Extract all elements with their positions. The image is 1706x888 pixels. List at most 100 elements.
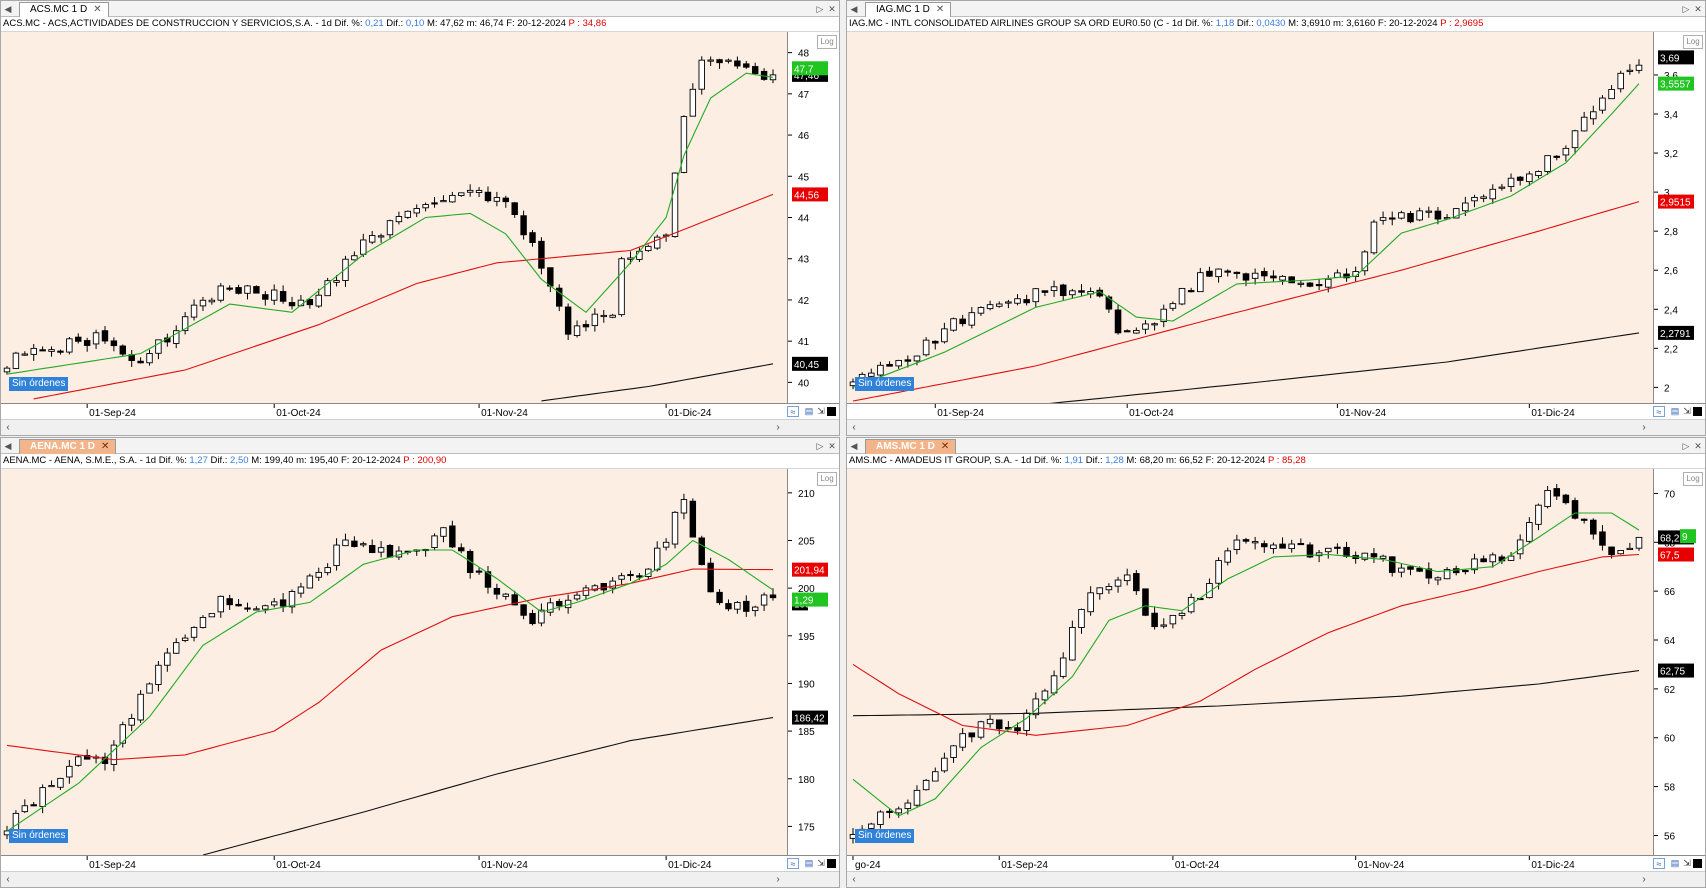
save-icon[interactable]: ▤ [1670,858,1680,868]
x-tick-label: 01-Oct-24 [1129,408,1174,419]
close-pane-icon[interactable]: ✕ [828,4,836,14]
tab-close-icon[interactable]: ✕ [101,441,110,452]
popout-icon[interactable]: ⇲ [817,406,825,416]
tab-acs[interactable]: ACS.MC 1 D ✕ [19,2,109,17]
log-scale-button[interactable]: Log [817,35,837,49]
plot-area[interactable] [1,469,787,856]
tab-scroll-left-icon[interactable]: ◀ [4,441,12,451]
x-axis[interactable]: 01-Sep-24 01-Oct-24 01-Nov-24 01-Dic-24 [1,855,787,871]
x-axis[interactable]: go-24 01-Sep-24 01-Oct-24 01-Nov-24 01-Dic-2… [847,855,1653,871]
candle [48,346,55,357]
color-swatch-icon[interactable] [1693,859,1702,868]
plot-area[interactable] [847,469,1653,855]
scroll-right-icon[interactable]: › [776,422,780,433]
log-scale-button[interactable]: Log [817,472,837,486]
tab-iag[interactable]: IAG.MC 1 D ✕ [865,2,952,17]
candle [1544,155,1551,175]
x-axis[interactable]: 01-Sep-24 01-Oct-24 01-Nov-24 01-Dic-24 [847,403,1653,419]
log-scale-button[interactable]: Log [1683,35,1703,49]
save-icon[interactable]: ▤ [804,858,814,868]
popout-icon[interactable]: ⇲ [1683,406,1691,416]
indicator-icon[interactable]: ≈ [787,858,799,869]
save-icon[interactable]: ▤ [1670,406,1680,416]
scroll-left-icon[interactable]: ‹ [6,422,10,433]
color-swatch-icon[interactable] [827,859,836,868]
log-scale-button[interactable]: Log [1683,472,1703,486]
tab-ams[interactable]: AMS.MC 1 D ✕ [865,439,957,454]
horizontal-scrollbar[interactable]: ‹ › [847,419,1705,435]
tab-aena[interactable]: AENA.MC 1 D ✕ [19,439,117,454]
horizontal-scrollbar[interactable]: ‹ › [1,419,839,435]
price-tag-label: 1,29 [794,596,814,607]
tab-close-icon[interactable]: ✕ [935,4,945,15]
tab-scroll-right-icon[interactable]: ▷ [1682,441,1690,451]
price-tag: 47,7 [792,61,828,76]
candle [538,237,545,275]
candle [734,601,741,614]
tab-scroll-right-icon[interactable]: ▷ [816,4,824,14]
scroll-right-icon[interactable]: › [1642,422,1646,433]
y-tick-label: 44 [798,214,810,225]
candle [1059,652,1067,679]
candle [1580,111,1588,132]
popout-icon[interactable]: ⇲ [1683,858,1691,868]
save-icon[interactable]: ▤ [804,406,814,416]
scroll-left-icon[interactable]: ‹ [6,874,10,885]
tab-scroll-left-icon[interactable]: ◀ [850,441,858,451]
candle [941,752,948,773]
price-tag-label: 47,7 [794,64,814,75]
scroll-right-icon[interactable]: › [1642,874,1646,885]
x-axis[interactable]: 01-Sep-24 01-Oct-24 01-Nov-24 01-Dic-24 [1,403,787,419]
candle [422,202,429,212]
color-swatch-icon[interactable] [827,407,836,416]
orders-badge[interactable]: Sin órdenes [9,377,69,391]
header-min: m: 3,6160 [1333,18,1376,29]
price-tag: 9 [1680,529,1696,544]
candle [342,533,349,547]
tab-scroll-right-icon[interactable]: ▷ [816,441,824,451]
candle [475,567,483,575]
scroll-right-icon[interactable]: › [776,874,780,885]
candle [1626,542,1634,550]
orders-badge[interactable]: Sin órdenes [855,829,915,843]
tab-scroll-left-icon[interactable]: ◀ [4,4,12,14]
scroll-left-icon[interactable]: ‹ [852,874,856,885]
indicator-icon[interactable]: ≈ [1653,406,1665,417]
y-axis[interactable]: 40 41 42 43 44 45 46 47 48 47,46 47,7 44,56 40,45 [787,32,839,403]
candle [404,210,412,219]
candle [173,325,180,349]
plot-area[interactable] [847,32,1653,406]
candle [484,566,492,594]
orders-badge[interactable]: Sin órdenes [855,377,915,391]
candle [689,498,697,538]
candle [680,115,688,174]
y-axis[interactable]: 175180185190195200205210201,941991,29186… [787,469,839,855]
header-dif-label: Dif.: [386,18,404,29]
y-axis[interactable]: 2 2,2 2,4 2,6 2,8 3 3,2 3,4 3,6 3,69 3,5557 2,9515 2… [1653,32,1705,403]
close-pane-icon[interactable]: ✕ [1694,441,1702,451]
candle [1562,493,1570,505]
candle [1334,543,1341,555]
horizontal-scrollbar[interactable]: ‹ › [1,871,839,887]
tab-close-icon[interactable]: ✕ [940,441,950,452]
horizontal-scrollbar[interactable]: ‹ › [847,871,1705,887]
close-pane-icon[interactable]: ✕ [828,441,836,451]
indicator-icon[interactable]: ≈ [787,406,799,417]
price-tag-label: 68,2 [1660,533,1680,544]
scroll-left-icon[interactable]: ‹ [852,422,856,433]
candle [413,204,420,218]
sma-short-line [6,72,774,375]
tab-scroll-right-icon[interactable]: ▷ [1682,4,1690,14]
y-tick-label: 2,2 [1664,344,1678,355]
orders-badge[interactable]: Sin órdenes [9,829,69,843]
price-tag-label: 9 [1682,532,1688,543]
tab-scroll-left-icon[interactable]: ◀ [850,4,858,14]
popout-icon[interactable]: ⇲ [817,858,825,868]
symbol-header: IAG.MC - INTL CONSOLIDATED AIRLINES GROU… [847,17,1705,32]
plot-area[interactable] [1,32,787,403]
close-pane-icon[interactable]: ✕ [1694,4,1702,14]
indicator-icon[interactable]: ≈ [1653,858,1665,869]
color-swatch-icon[interactable] [1693,407,1702,416]
tab-close-icon[interactable]: ✕ [93,4,102,15]
